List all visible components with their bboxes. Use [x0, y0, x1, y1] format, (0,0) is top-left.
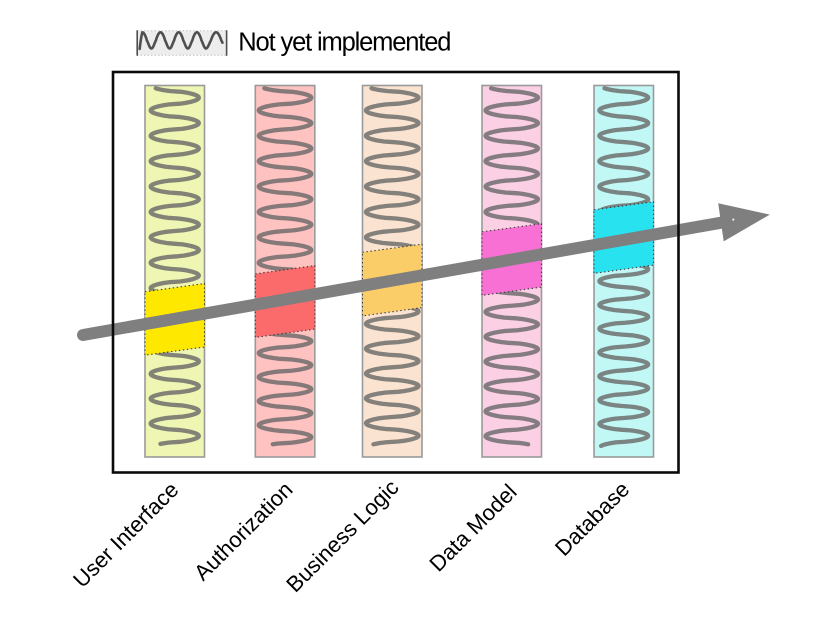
- svg-text:Not yet implemented: Not yet implemented: [238, 29, 450, 57]
